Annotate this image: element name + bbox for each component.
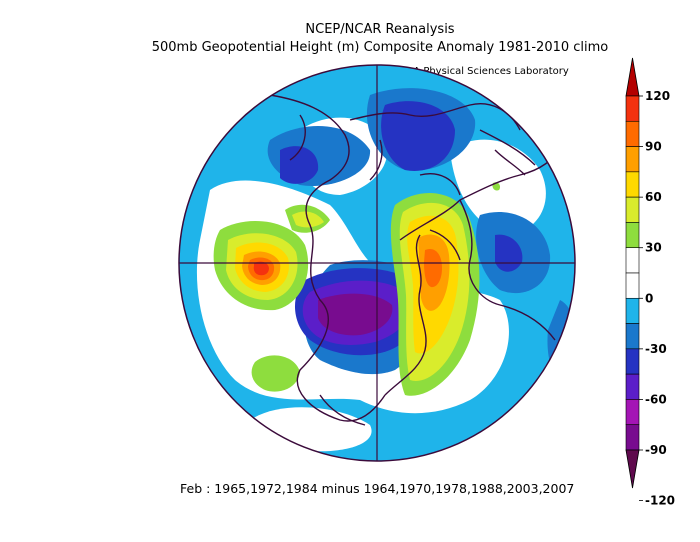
colorbar-segment (625, 348, 640, 375)
colorbar-tick-label: 90 (645, 140, 662, 154)
colorbar-tick-label: -120 (645, 494, 675, 508)
chart-title: NCEP/NCAR Reanalysis (305, 22, 455, 37)
chart-subtitle: 500mb Geopotential Height (m) Composite … (151, 40, 609, 55)
colorbar-segment (625, 146, 640, 173)
colorbar-segment (625, 373, 640, 400)
colorbar-top-arrow (625, 57, 640, 97)
colorbar-segment (625, 120, 640, 147)
colorbar-segment (625, 297, 640, 324)
colorbar-segment (625, 196, 640, 223)
credit-label: NOAA Physical Sciences Laboratory (391, 66, 569, 77)
colorbar-segment (625, 399, 640, 426)
map-border (178, 64, 576, 462)
colorbar-bottom-arrow (625, 449, 640, 489)
colorbar-tick-label: 60 (645, 190, 662, 204)
colorbar-tick-label: 120 (645, 89, 670, 103)
colorbar-segment (625, 424, 640, 451)
colorbar-segment (625, 323, 640, 350)
colorbar-segment (625, 222, 640, 249)
colorbar-tick-label: -30 (645, 342, 667, 356)
colorbar-tick-label: -90 (645, 443, 667, 457)
colorbar-tick-label: -60 (645, 392, 667, 406)
colorbar-tick-label: 30 (645, 241, 662, 255)
colorbar-segment (625, 171, 640, 198)
colorbar-segment (625, 272, 640, 299)
colorbar-tick-label: 0 (645, 291, 653, 305)
colorbar-segment (625, 95, 640, 122)
colorbar-segment (625, 247, 640, 274)
footer-caption: Feb : 1965,1972,1984 minus 1964,1970,197… (180, 481, 575, 496)
